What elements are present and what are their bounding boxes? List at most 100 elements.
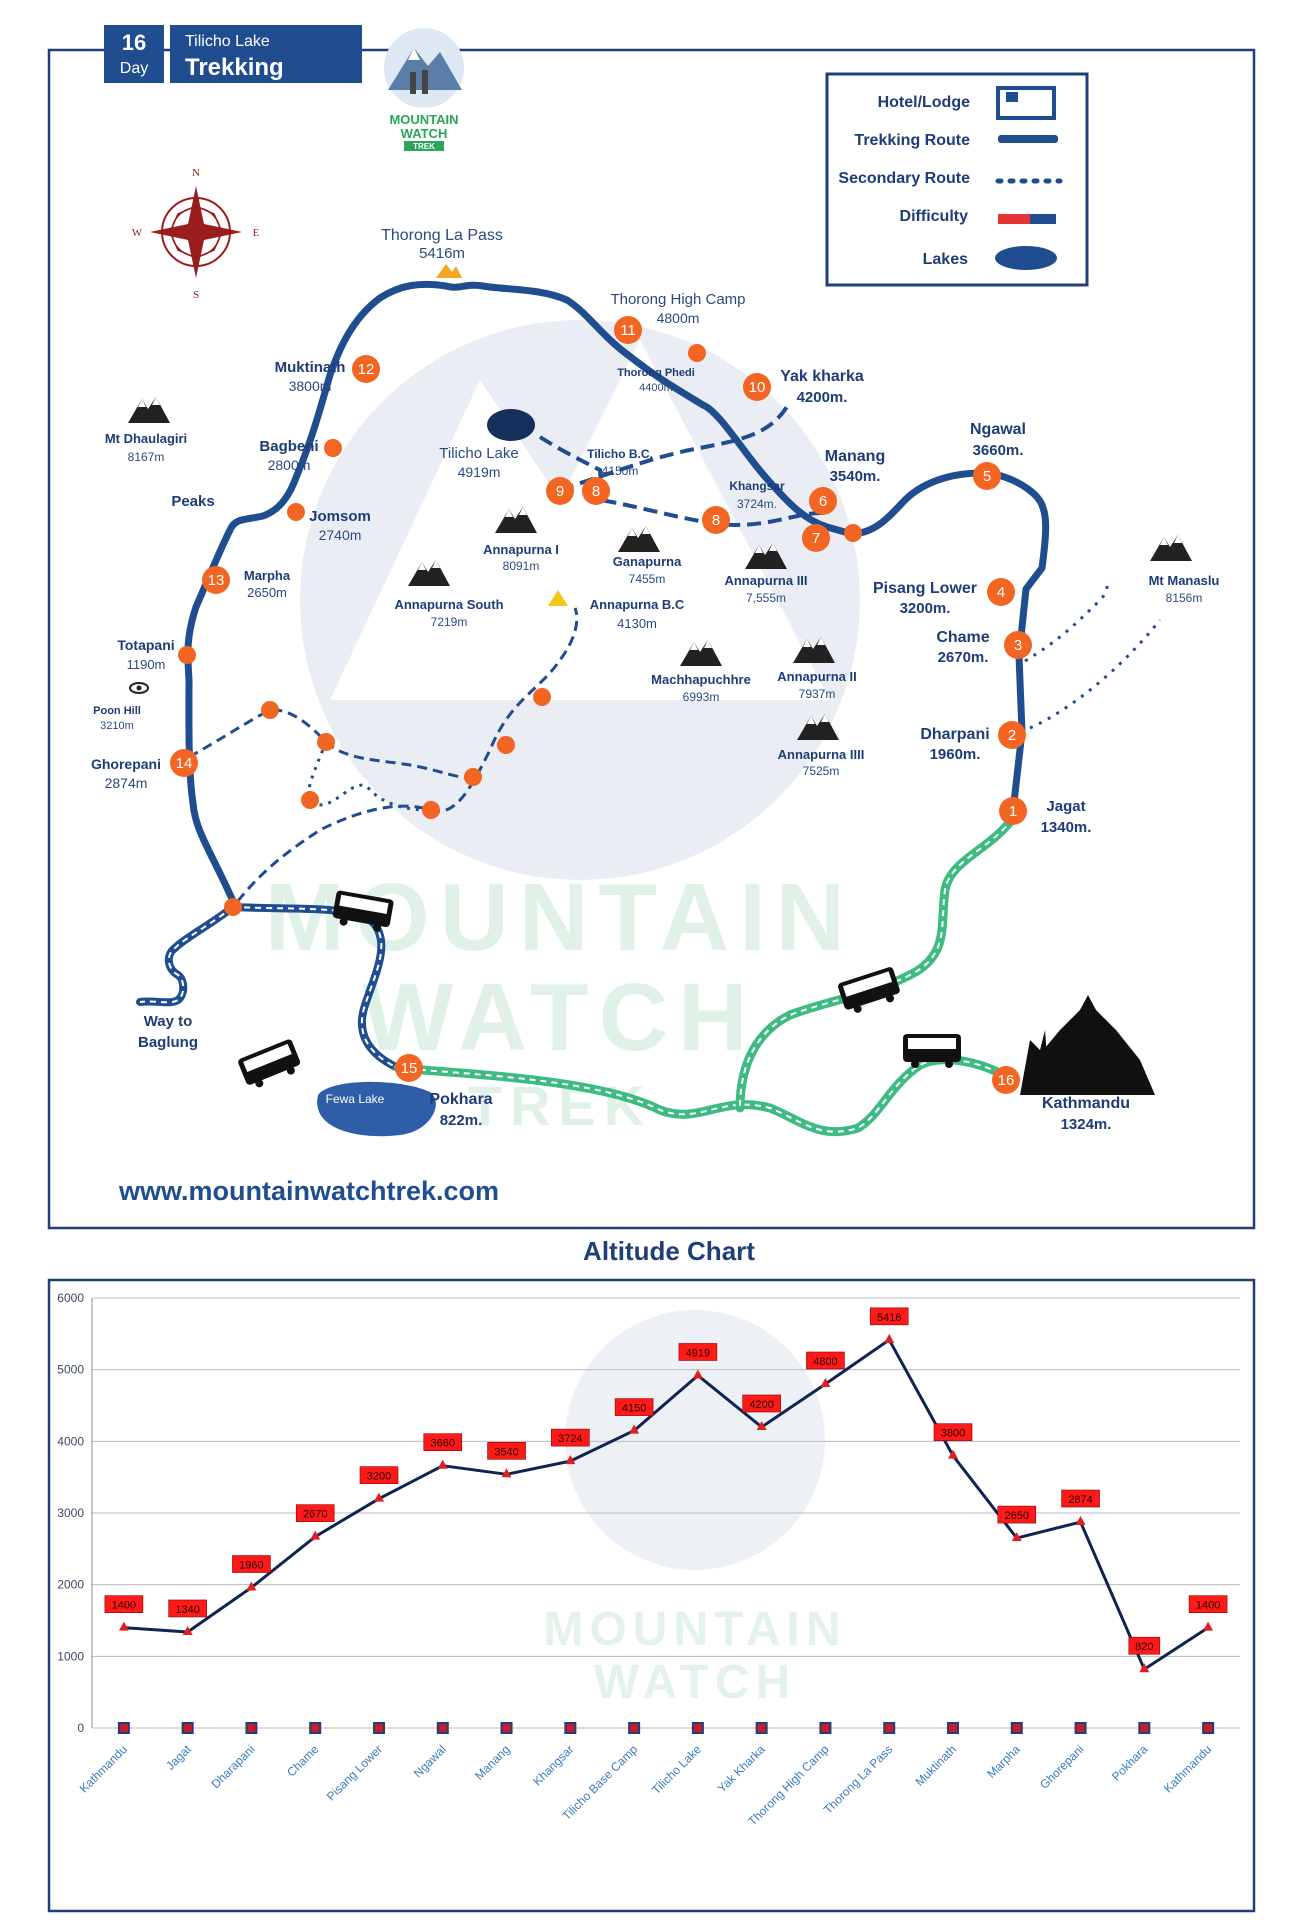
baseline-point (1010, 1722, 1023, 1734)
data-label-box (742, 1394, 781, 1413)
label-pisang: Pisang Lower (873, 580, 977, 597)
label-annapurna4-alt: 7525m (803, 764, 840, 778)
y-tick-label: 3000 (57, 1506, 84, 1520)
stop-marker (464, 768, 482, 786)
label-khangsar: Khangsar (729, 479, 785, 493)
label-tilicho-lake: Tilicho Lake (439, 445, 518, 462)
stop-16: 16 (992, 1066, 1020, 1094)
svg-text:5: 5 (983, 468, 991, 485)
data-label-box (359, 1466, 399, 1484)
road-baglung (136, 903, 237, 1007)
baseline-point (245, 1722, 258, 1734)
altitude-point (1203, 1621, 1214, 1631)
label-pokhara: Pokhara (429, 1091, 492, 1108)
company-logo: MOUNTAIN WATCH TREK (384, 28, 464, 151)
svg-text:4: 4 (997, 584, 1005, 601)
y-tick-label: 0 (77, 1721, 84, 1735)
logo-line2: WATCH (401, 126, 448, 141)
altitude-point (629, 1424, 640, 1434)
khangsar-shortcut (559, 403, 790, 492)
baseline-point (628, 1722, 641, 1734)
data-label: 2670 (303, 1509, 327, 1521)
label-thorong-phedi-alt: 4400m (639, 382, 673, 394)
stop-marker (301, 791, 319, 809)
label-dharpani-alt: 1960m. (930, 746, 981, 763)
label-jomsom: Jomsom (309, 508, 371, 525)
label-yak-kharka-alt: 4200m. (797, 389, 848, 406)
data-label-box (997, 1505, 1037, 1524)
label-annapurna3-alt: 7,555m (746, 591, 786, 605)
label-annapurna1: Annapurna I (483, 542, 559, 557)
stop-8b: 8 (582, 477, 610, 505)
svg-text:13: 13 (208, 572, 225, 589)
label-chame-alt: 2670m. (938, 649, 989, 666)
tilicho-lake-trail (538, 435, 604, 501)
label-totapani: Totapani (117, 637, 174, 653)
compass-w: W (132, 227, 143, 239)
label-chame: Chame (936, 629, 989, 646)
label-kathmandu-alt: 1324m. (1061, 1116, 1112, 1133)
days-number: 16 (122, 30, 146, 55)
altitude-point (246, 1581, 257, 1591)
mountain-peaks: Mt Dhaulagiri 8167m Annapurna I 8091m An… (105, 397, 1219, 778)
label-annapurna1-alt: 8091m (503, 559, 540, 573)
header-badge: 16 Day Tilicho Lake Trekking (104, 25, 362, 83)
bed-icon (996, 86, 1056, 120)
mountain-icon (128, 397, 170, 423)
svg-text:8: 8 (712, 512, 720, 529)
trek-route (184, 280, 1050, 905)
label-fewa-lake: Fewa Lake (326, 1092, 385, 1106)
legend-hotel-label: Hotel/Lodge (878, 94, 971, 111)
baseline-point (755, 1722, 768, 1734)
stop-marker (178, 646, 196, 664)
stop-marker (287, 503, 305, 521)
svg-text:14: 14 (176, 755, 193, 772)
fewa-lake-shape (317, 1081, 436, 1137)
baseline-point (947, 1722, 959, 1734)
label-yak-kharka: Yak kharka (780, 368, 864, 385)
stop-marker (324, 439, 342, 457)
stop-marker (317, 733, 335, 751)
label-poon-hill: Poon Hill (93, 705, 141, 717)
svg-text:10: 10 (749, 379, 766, 396)
label-annapurna-south-alt: 7219m (431, 615, 468, 629)
svg-text:11: 11 (620, 322, 636, 339)
stop-1: 1 (999, 797, 1027, 825)
data-label: 4200 (749, 1399, 773, 1411)
chart-watermark: MOUNTAIN WATCH (543, 1310, 841, 1709)
label-marpha: Marpha (244, 568, 291, 583)
stop-2: 2 (998, 721, 1026, 749)
label-pisang-alt: 3200m. (900, 600, 951, 617)
data-label: 2650 (1005, 1510, 1029, 1522)
stop-3: 3 (1004, 631, 1032, 659)
stop-6: 6 (809, 487, 837, 515)
stop-12: 12 (352, 355, 380, 383)
label-dhaulagiri-alt: 8167m (128, 450, 165, 464)
baseline-point (181, 1722, 194, 1734)
label-ganapurna-alt: 7455m (629, 572, 666, 586)
stop-11: 11 (614, 316, 642, 344)
stop-marker (844, 524, 862, 542)
data-label: 3660 (431, 1438, 455, 1450)
data-label-box (1061, 1489, 1100, 1508)
data-label-box (423, 1433, 463, 1451)
altitude-point (1075, 1516, 1086, 1526)
label-machhapuchhre: Machhapuchhre (651, 672, 751, 687)
label-baglung-1: Way to (144, 1013, 193, 1030)
bus-icon (332, 890, 394, 932)
legend-route-label: Trekking Route (854, 132, 970, 149)
stop-10: 10 (743, 373, 771, 401)
pass-icon (436, 264, 462, 278)
label-thorong-la: Thorong La Pass (381, 227, 503, 244)
data-label-box (487, 1442, 526, 1460)
svg-text:7: 7 (812, 530, 820, 547)
stop-marker (261, 701, 279, 719)
data-label: 3724 (558, 1433, 582, 1445)
label-pokhara-alt: 822m. (440, 1112, 483, 1129)
stupa-icon (1020, 995, 1155, 1095)
logo-line1: MOUNTAIN (389, 112, 458, 127)
website-url[interactable]: www.mountainwatchtrek.com (118, 1176, 499, 1206)
baseline-point (1202, 1722, 1215, 1734)
altitude-series-line (123, 1338, 1209, 1671)
compass-e: E (253, 227, 260, 239)
